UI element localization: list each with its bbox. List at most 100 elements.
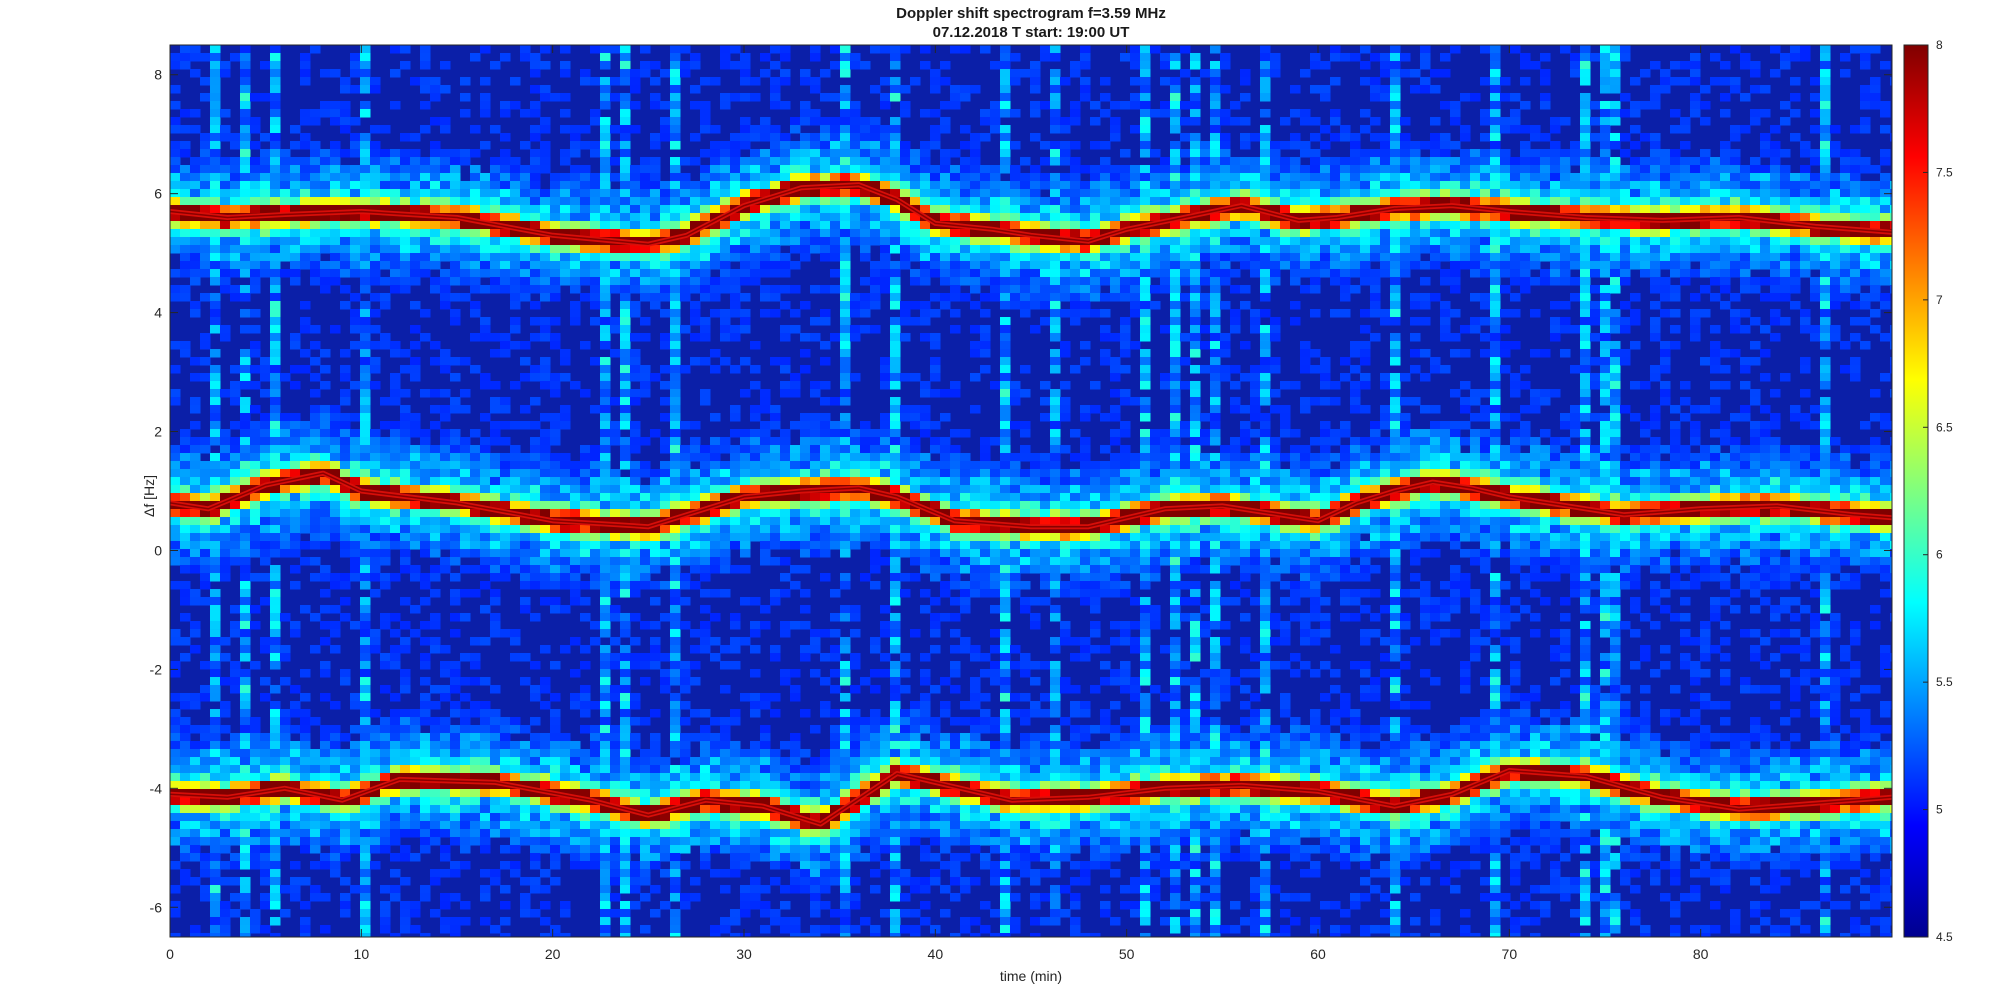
heatmap-cell [820,245,831,254]
heatmap-cell [190,629,201,638]
heatmap-cell [310,109,321,118]
heatmap-cell [240,845,251,854]
heatmap-cell [340,245,351,254]
heatmap-cell [240,717,251,726]
heatmap-cell [620,421,631,430]
heatmap-cell [720,165,731,174]
heatmap-cell [600,397,611,406]
heatmap-cell [210,437,221,446]
heatmap-cell [210,621,221,630]
heatmap-cell [810,53,821,62]
heatmap-cell [850,53,861,62]
heatmap-cell [520,229,531,238]
heatmap-cell [520,533,531,542]
heatmap-cell [270,381,281,390]
heatmap-cell [810,317,821,326]
heatmap-cell [500,197,511,206]
heatmap-cell [510,325,521,334]
heatmap-cell [690,533,701,542]
heatmap-cell [230,285,241,294]
heatmap-cell [800,477,811,486]
heatmap-cell [480,77,491,86]
heatmap-cell [180,581,191,590]
heatmap-cell [240,893,251,902]
heatmap-cell [560,93,571,102]
heatmap-cell [510,261,521,270]
heatmap-cell [360,733,371,742]
heatmap-cell [390,533,401,542]
heatmap-cell [210,381,221,390]
heatmap-cell [600,429,611,438]
heatmap-cell [340,269,351,278]
heatmap-cell [840,245,851,254]
heatmap-cell [530,149,541,158]
heatmap-cell [720,869,731,878]
heatmap-cell [310,821,321,830]
heatmap-cell [310,573,321,582]
heatmap-cell [550,277,561,286]
heatmap-cell [680,733,691,742]
heatmap-cell [240,797,251,806]
heatmap-cell [550,733,561,742]
heatmap-cell [340,421,351,430]
heatmap-cell [480,445,491,454]
heatmap-cell [260,61,271,70]
heatmap-cell [490,925,501,934]
heatmap-cell [830,165,841,174]
heatmap-cell [210,573,221,582]
heatmap-cell [350,773,361,782]
heatmap-cell [770,221,781,230]
heatmap-cell [600,365,611,374]
heatmap-cell [730,333,741,342]
heatmap-cell [670,533,681,542]
heatmap-cell [840,909,851,918]
heatmap-cell [420,757,431,766]
heatmap-cell [370,277,381,286]
heatmap-cell [780,261,791,270]
heatmap-cell [550,861,561,870]
heatmap-cell [290,765,301,774]
heatmap-cell [640,557,651,566]
heatmap-cell [640,277,651,286]
heatmap-cell [550,573,561,582]
heatmap-cell [740,853,751,862]
heatmap-cell [760,469,771,478]
heatmap-cell [210,589,221,598]
heatmap-cell [780,925,791,934]
heatmap-cell [770,437,781,446]
heatmap-cell [550,381,561,390]
heatmap-cell [730,461,741,470]
heatmap-cell [510,789,521,798]
heatmap-cell [420,845,431,854]
heatmap-cell [560,349,571,358]
heatmap-cell [200,485,211,494]
heatmap-cell [210,133,221,142]
heatmap-cell [770,309,781,318]
heatmap-cell [510,869,521,878]
heatmap-cell [240,245,251,254]
heatmap-cell [750,165,761,174]
heatmap-cell [540,645,551,654]
heatmap-cell [370,765,381,774]
heatmap-cell [370,477,381,486]
heatmap-cell [780,253,791,262]
heatmap-cell [260,509,271,518]
heatmap-cell [680,253,691,262]
heatmap-cell [770,877,781,886]
heatmap-cell [730,165,741,174]
heatmap-cell [190,597,201,606]
heatmap-cell [530,909,541,918]
heatmap-cell [330,509,341,518]
heatmap-cell [590,213,601,222]
heatmap-cell [630,229,641,238]
heatmap-cell [750,701,761,710]
heatmap-cell [480,213,491,222]
heatmap-cell [360,901,371,910]
heatmap-cell [740,789,751,798]
heatmap-cell [190,525,201,534]
heatmap-cell [250,917,261,926]
heatmap-cell [240,461,251,470]
heatmap-cell [730,301,741,310]
heatmap-cell [340,533,351,542]
heatmap-cell [220,861,231,870]
